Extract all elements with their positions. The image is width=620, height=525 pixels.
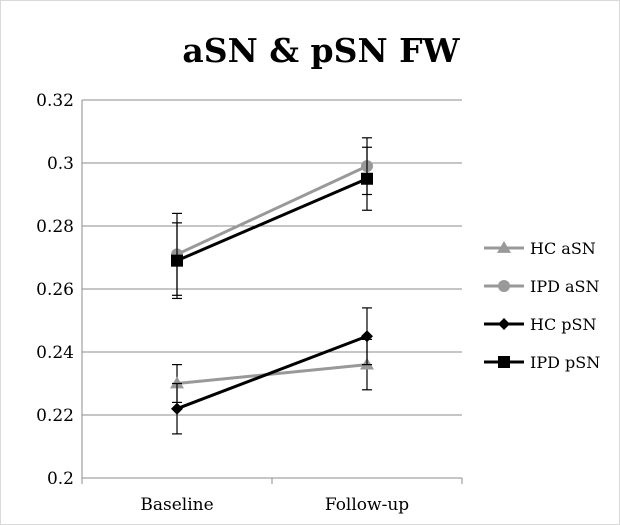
legend-entry: IPD aSN <box>484 277 600 296</box>
series-line <box>176 177 368 263</box>
series-hc-psn <box>171 307 373 435</box>
series-line <box>176 334 368 411</box>
marker-square <box>498 356 510 368</box>
chart-title: aSN & pSN FW <box>182 31 460 70</box>
legend-entry: IPD pSN <box>484 353 600 372</box>
marker-diamond <box>171 402 183 415</box>
y-tick-label: 0.2 <box>47 469 74 489</box>
series-ipd-asn <box>171 137 373 296</box>
y-tick-label: 0.22 <box>36 406 74 426</box>
marker-circle <box>498 280 510 292</box>
marker-triangle <box>497 241 511 253</box>
y-tick-label: 0.28 <box>36 217 74 237</box>
y-tick-label: 0.26 <box>36 280 74 300</box>
marker-triangle <box>170 376 184 389</box>
x-tick-label: Follow-up <box>325 495 409 515</box>
y-tick-label: 0.24 <box>36 343 74 363</box>
marker-diamond <box>498 318 510 330</box>
legend-label: HC pSN <box>530 315 596 334</box>
series-line <box>176 164 368 256</box>
legend-label: IPD aSN <box>530 277 600 296</box>
legend-label: HC aSN <box>530 239 596 258</box>
legend-entry: HC aSN <box>484 239 596 258</box>
x-tick-label: Baseline <box>140 495 213 515</box>
marker-square <box>171 254 183 267</box>
marker-diamond <box>361 330 373 343</box>
legend-label: IPD pSN <box>530 353 600 372</box>
legend-entry: HC pSN <box>484 315 596 334</box>
series-ipd-psn <box>171 146 373 300</box>
y-tick-label: 0.32 <box>36 91 74 111</box>
marker-square <box>361 172 373 185</box>
y-tick-label: 0.3 <box>47 154 74 174</box>
